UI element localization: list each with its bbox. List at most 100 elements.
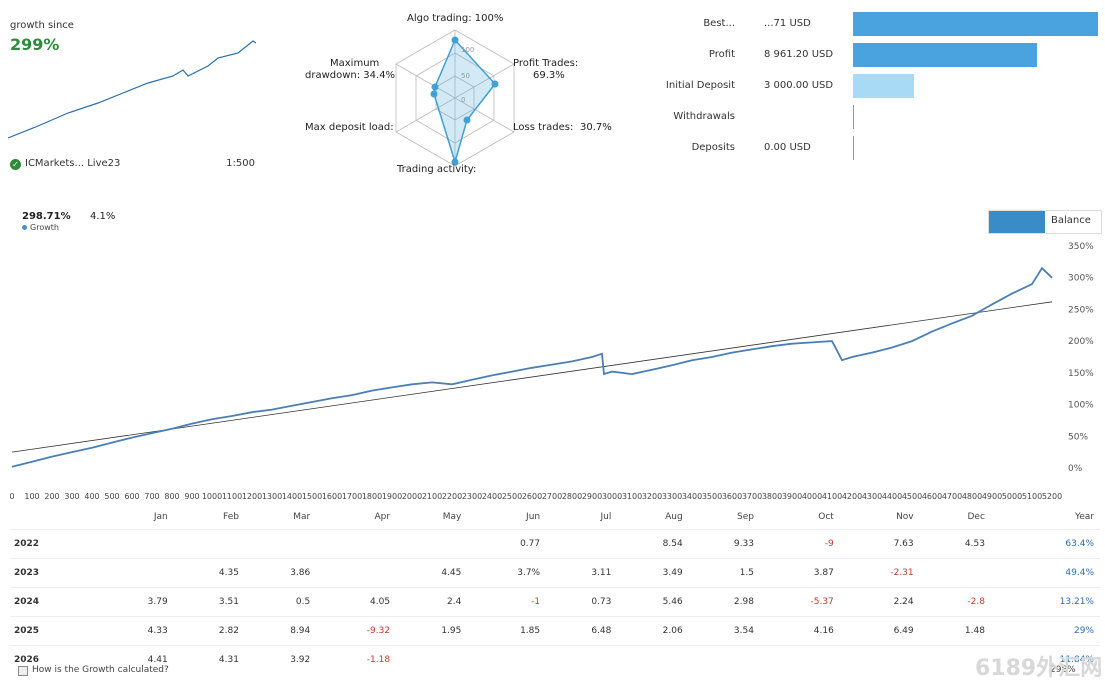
table-header-cell: Jul [600, 512, 612, 522]
growth-calc-link[interactable]: How is the Growth calculated? [32, 665, 169, 675]
bar-row: Initial Deposit 3 000.00 USD [660, 74, 1100, 98]
radar-axis [395, 63, 515, 133]
table-cell: 9.33 [688, 529, 760, 559]
growth-line [11, 266, 1053, 468]
table-cell [839, 645, 920, 674]
x-tick-label: 4800 [962, 492, 982, 501]
table-cell [546, 645, 618, 674]
balance-legend[interactable]: Balance [988, 210, 1102, 234]
growth-value: 299% [10, 35, 60, 54]
table-header-cell: Mar [293, 512, 311, 522]
table-cell: 4.33 [102, 616, 174, 646]
bar-row: Withdrawals [660, 105, 1100, 129]
bar-label: Best... [703, 18, 735, 29]
table-cell: 3.51 [173, 587, 245, 617]
y-tick-label: 150% [1068, 369, 1094, 379]
x-tick-label: 200 [44, 492, 59, 501]
table-cell: 1.48 [919, 616, 991, 646]
table-cell: -1 [467, 587, 547, 617]
mini-growth-line [8, 40, 256, 139]
y-tick-label: 350% [1068, 242, 1094, 252]
table-header-cell: Oct [818, 512, 834, 522]
growth-legend-dot [22, 225, 27, 230]
stat-box[interactable]: 298.71% Growth 4.1% [12, 203, 127, 239]
table-cell: 4.41 [102, 645, 174, 674]
x-tick-label: 4600 [922, 492, 942, 501]
radar-label-load: Max deposit load: [305, 122, 394, 133]
account-name[interactable]: ICMarkets... Live23 [25, 158, 121, 169]
table-cell: 2.24 [839, 587, 920, 617]
x-tick-label: 4700 [942, 492, 962, 501]
bar-value: ...71 USD [764, 18, 811, 29]
x-tick-label: 100 [24, 492, 39, 501]
table-cell: -2.8 [919, 587, 991, 617]
table-cell: 3.49 [617, 558, 689, 588]
x-axis-ticks: 0 100 200 300 400 500 600 700 800 900 1000 1100 1200… [9, 492, 1062, 501]
y-tick-label: 100% [1068, 401, 1094, 411]
x-tick-label: 600 [124, 492, 139, 501]
table-cell: 4.45 [396, 558, 468, 588]
bar-value: 0.00 USD [764, 142, 811, 153]
bar-row: Profit 8 961.20 USD [660, 43, 1100, 67]
table-cell: 11.84% [990, 645, 1100, 674]
table-cell: 3.54 [688, 616, 760, 646]
x-tick-label: 4900 [982, 492, 1002, 501]
x-tick-label: 2100 [422, 492, 442, 501]
x-tick-label: 4400 [882, 492, 902, 501]
radar-svg: 100 50 0 [395, 29, 515, 167]
bar-fill [853, 12, 1098, 36]
x-tick-label: 1700 [342, 492, 362, 501]
radar-label-activity: Trading activity: [397, 164, 477, 175]
table-cell [467, 645, 547, 674]
bar-row: Best... ...71 USD [660, 12, 1100, 36]
bar-fill [853, 105, 854, 129]
x-tick-label: 3900 [782, 492, 802, 501]
table-cell: 6.48 [546, 616, 618, 646]
bar-label: Initial Deposit [665, 80, 735, 91]
radar-label-maxdd: Maximum [330, 58, 380, 69]
table-cell: 2.4 [396, 587, 468, 617]
growth-title: growth since [10, 20, 74, 31]
radar-label-loss-value: 30.7% [580, 122, 612, 133]
table-header-cell: Aug [665, 512, 683, 522]
table-row: 2024 3.79 3.51 0.5 4.05 2.4 -1 0.73 5.46 2.98 -5.3… [10, 587, 1100, 617]
table-header-cell: Jun [526, 512, 541, 522]
x-tick-label: 3200 [642, 492, 662, 501]
footer-link[interactable]: How is the Growth calculated? [18, 665, 518, 679]
table-cell: 13.21% [990, 587, 1100, 617]
bar-fill [853, 74, 914, 98]
account-row[interactable]: ✓ ICMarkets... Live23 1:500 [10, 158, 255, 174]
table-cell: 3.87 [759, 558, 840, 588]
x-tick-label: 4300 [862, 492, 882, 501]
table-row: 2023 4.35 3.86 4.45 3.7% 3.11 3.49 1.5 3.87 -2.31… [10, 558, 1100, 588]
table-cell: 29% [990, 616, 1100, 646]
bar-label: Withdrawals [673, 111, 735, 122]
stat-second: 4.1% [90, 211, 116, 222]
balance-swatch [989, 211, 1045, 233]
table-cell: 4.35 [173, 558, 245, 588]
x-tick-label: 5000 [1002, 492, 1022, 501]
x-tick-label: 2400 [482, 492, 502, 501]
table-cell: 4.16 [759, 616, 840, 646]
x-tick-label: 2600 [522, 492, 542, 501]
x-tick-label: 5100 [1022, 492, 1042, 501]
table-cell: 4.05 [316, 587, 397, 617]
radar-point [491, 80, 499, 88]
x-tick-label: 1200 [242, 492, 262, 501]
radar-point [451, 158, 459, 166]
x-tick-label: 400 [84, 492, 99, 501]
x-tick-label: 3800 [762, 492, 782, 501]
table-cell: 1.5 [688, 558, 760, 588]
bar-value: 8 961.20 USD [764, 49, 834, 60]
table-cell: 6.49 [839, 616, 920, 646]
table-cell [173, 529, 245, 559]
table-cell: 8.94 [244, 616, 317, 646]
x-tick-label: 3300 [662, 492, 682, 501]
table-cell [919, 558, 991, 588]
table-cell [919, 645, 991, 674]
account-leverage: 1:500 [226, 158, 255, 169]
x-tick-label: 3500 [702, 492, 722, 501]
table-cell: 2.98 [688, 587, 760, 617]
table-header-cell: Feb [223, 512, 239, 522]
x-tick-label: 1400 [282, 492, 302, 501]
